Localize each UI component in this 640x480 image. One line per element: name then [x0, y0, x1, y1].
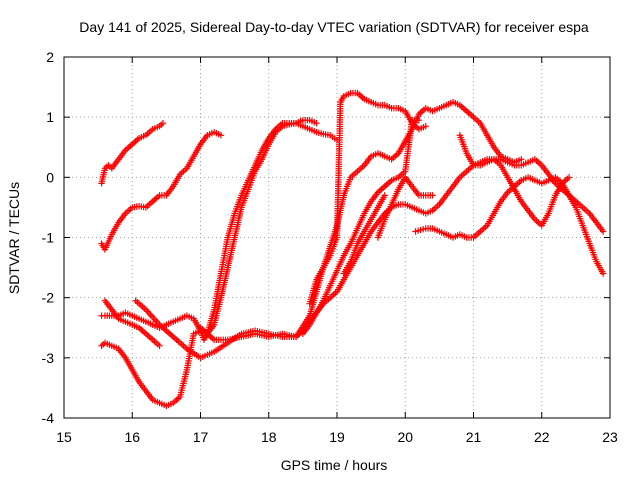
data-point	[518, 156, 525, 163]
data-point	[217, 132, 225, 139]
data-point	[599, 228, 607, 235]
x-tick-label: 15	[56, 429, 72, 445]
x-tick-label: 18	[261, 429, 277, 445]
series-4	[98, 116, 320, 410]
series-11	[374, 174, 436, 241]
x-tick-label: 16	[124, 429, 140, 445]
data-point	[599, 270, 607, 277]
series-2	[98, 129, 225, 253]
series-13	[456, 132, 573, 229]
data-points	[98, 89, 607, 410]
y-axis-label: SDTVAR / TECUs	[6, 182, 22, 294]
chart-title: Day 141 of 2025, Sidereal Day-to-day VTE…	[79, 19, 589, 35]
x-tick-label: 21	[466, 429, 482, 445]
data-point	[313, 119, 320, 127]
y-tick-labels: -4 -3 -2 -1 0 1 2	[42, 49, 55, 426]
data-point	[429, 192, 436, 199]
y-tick-label: -4	[42, 410, 55, 426]
x-tick-labels: 15 16 17 18 19 20 21 22 23	[56, 429, 618, 445]
series-10	[340, 192, 388, 277]
y-tick-label: 0	[46, 169, 54, 185]
data-point	[422, 122, 429, 130]
data-point	[156, 342, 163, 349]
x-tick-label: 17	[193, 429, 209, 445]
y-tick-label: 1	[46, 109, 54, 125]
data-point	[565, 174, 573, 181]
x-tick-label: 19	[329, 429, 345, 445]
data-point	[159, 119, 167, 127]
x-axis-label: GPS time / hours	[281, 457, 388, 473]
series-7	[197, 98, 525, 343]
plot-frame	[63, 56, 611, 419]
y-tick-label: 2	[46, 49, 54, 65]
series-9	[306, 89, 429, 307]
data-point	[415, 116, 423, 124]
series-5	[101, 297, 163, 349]
y-tick-label: -2	[42, 290, 55, 306]
y-tick-label: -3	[42, 350, 55, 366]
series-1	[98, 119, 167, 187]
data-point	[381, 192, 388, 199]
y-tick-label: -1	[42, 230, 55, 246]
x-tick-label: 23	[602, 429, 618, 445]
series-12	[412, 174, 607, 277]
x-tick-label: 20	[397, 429, 413, 445]
series-8	[299, 116, 423, 337]
x-tick-label: 22	[534, 429, 550, 445]
